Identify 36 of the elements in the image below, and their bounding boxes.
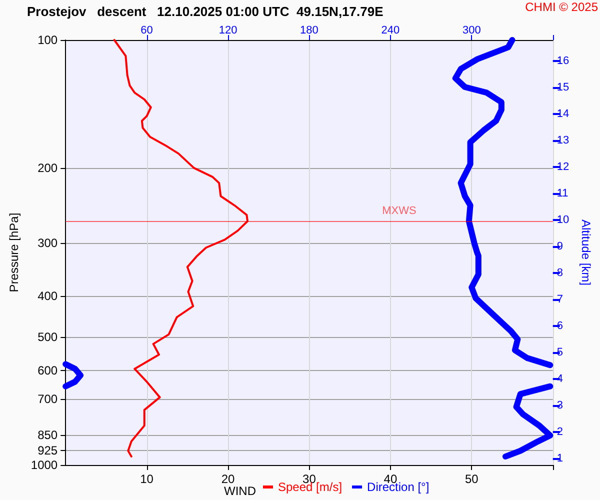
y-axis-title: Pressure [hPa] [7, 212, 21, 292]
y-tick-label: 300 [38, 236, 58, 250]
chart-title: Prostejov descent 12.10.2025 01:00 UTC 49.15N,17.79E [27, 4, 384, 19]
y2-tick-label: 11 [556, 188, 568, 200]
y2-tick-label: 5 [556, 346, 563, 358]
x-tick-label: 10 [140, 472, 154, 486]
y2-tick-label: 15 [556, 82, 570, 94]
y-tick-label: 700 [38, 392, 58, 406]
y2-tick-label: 2 [556, 426, 563, 438]
x-tick-label: 50 [464, 472, 479, 486]
y2-tick-label: 14 [556, 108, 570, 120]
y2-tick-label: 13 [556, 134, 570, 147]
x2-tick-label: 120 [218, 24, 238, 36]
y-tick-label: 200 [38, 160, 58, 175]
y2-tick-label: 12 [556, 161, 570, 174]
ref-line-label: MXWS [382, 204, 416, 217]
text: CHMI © 2025 [525, 0, 598, 14]
y2-tick-label: 10 [556, 214, 570, 226]
y-tick-label: 1000 [30, 458, 58, 472]
y-tick-label: 600 [38, 364, 58, 378]
x-tick-label: 20 [221, 472, 236, 486]
x2-tick-label: 180 [300, 24, 318, 36]
y2-tick-label: 16 [556, 55, 570, 68]
x-axis-title: WIND [224, 484, 256, 498]
line-series [113, 39, 249, 458]
y2-tick-label: 3 [556, 399, 563, 412]
y-tick-label: 100 [38, 33, 58, 47]
y-tick-label: 925 [38, 444, 58, 458]
x2-tick-label: 240 [381, 24, 400, 36]
y-tick-label: 500 [38, 330, 58, 344]
y-tick-label: 400 [38, 288, 58, 303]
y2-axis-title: Altitude [km] [579, 219, 593, 286]
x2-tick-label: 60 [140, 24, 153, 36]
y2-tick-label: 1 [556, 452, 563, 464]
y-tick-label: 850 [38, 428, 58, 442]
x2-tick-label: 300 [462, 24, 481, 36]
